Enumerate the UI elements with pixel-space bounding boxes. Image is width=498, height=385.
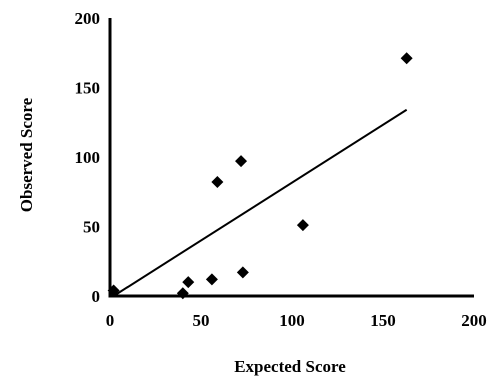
data-point [107,284,120,297]
axes [108,18,474,298]
x-tick-label: 0 [106,311,115,330]
data-point [236,266,249,279]
y-tick-label: 0 [92,287,101,306]
tick-labels: 0 50 100 150 200 0 50 100 150 200 [75,9,487,330]
y-tick-label: 150 [75,79,101,98]
data-point [205,273,218,286]
data-point [235,155,248,168]
x-axis-title: Expected Score [234,357,346,376]
x-tick-label: 50 [193,311,210,330]
x-tick-label: 200 [461,311,487,330]
data-point [296,219,309,232]
x-tick-label: 100 [279,311,305,330]
y-tick-label: 50 [83,218,100,237]
data-marks [107,52,413,300]
y-tick-label: 200 [75,9,101,28]
y-tick-label: 100 [75,148,101,167]
data-point [176,287,189,300]
data-point [211,176,224,189]
x-tick-label: 150 [370,311,396,330]
data-point [182,276,195,289]
y-axis-title: Observed Score [17,97,36,212]
trend-line [113,108,408,297]
data-point [400,52,413,65]
